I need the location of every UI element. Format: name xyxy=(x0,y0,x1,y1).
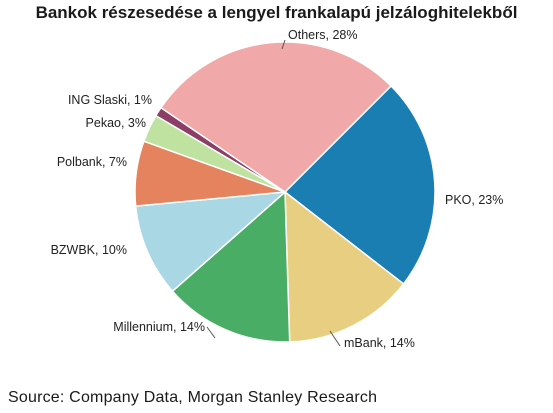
slice-label-polbank: Polbank, 7% xyxy=(57,155,127,169)
slice-label-pekao: Pekao, 3% xyxy=(86,116,146,130)
slice-label-others: Others, 28% xyxy=(288,28,357,42)
pie-slice-mbank xyxy=(284,190,405,343)
slice-label-ing-slaski: ING Slaski, 1% xyxy=(68,93,152,107)
pie-slice-millennium xyxy=(171,190,291,343)
pie-slice-pko xyxy=(283,84,436,285)
leader-line-mbank xyxy=(329,330,341,347)
slice-label-bzwbk: BZWBK, 10% xyxy=(51,243,127,257)
slice-label-millennium: Millennium, 14% xyxy=(113,320,205,334)
chart-title: Bankok részesedése a lengyel frankalapú … xyxy=(35,3,518,22)
pie-slice-bzwbk xyxy=(134,191,288,293)
slice-label-mbank: mBank, 14% xyxy=(344,336,415,350)
source-note: Source: Company Data, Morgan Stanley Res… xyxy=(8,389,378,406)
leader-line-millennium xyxy=(206,326,216,339)
leader-line-others xyxy=(281,39,286,50)
pie-slice-others xyxy=(159,41,393,193)
slice-label-pko: PKO, 23% xyxy=(445,193,503,207)
